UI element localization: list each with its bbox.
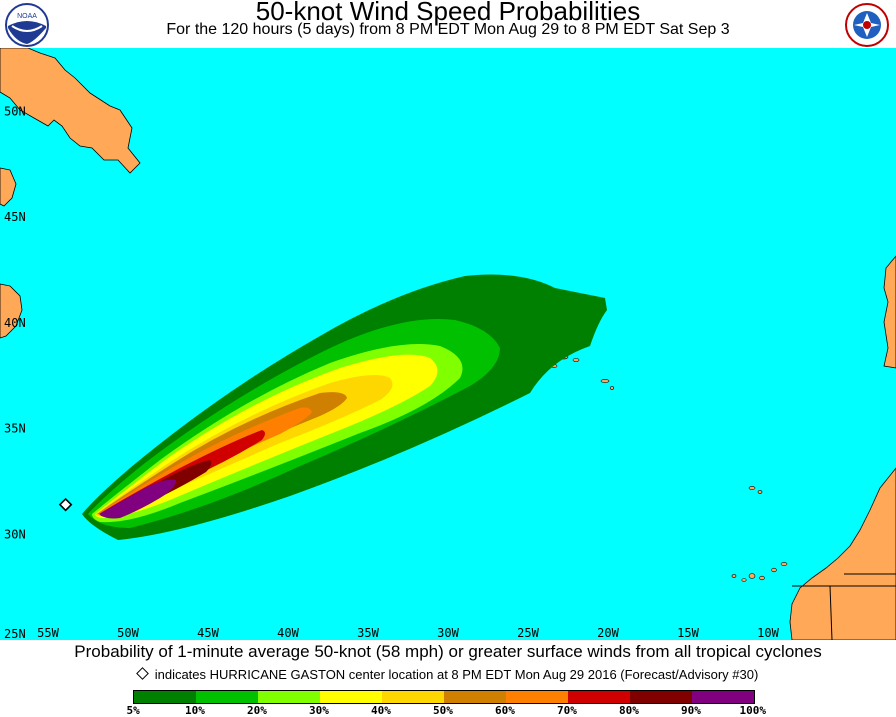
legend-label: 80% — [619, 704, 639, 717]
legend-label: 5% — [126, 704, 140, 717]
lat-label: 40N — [4, 316, 26, 330]
lon-label: 40W — [277, 626, 299, 640]
legend-swatch — [692, 691, 754, 703]
legend-swatch — [630, 691, 692, 703]
marker-note-text: indicates HURRICANE GASTON center locati… — [154, 667, 759, 682]
legend-swatch — [568, 691, 630, 703]
map-subtitle: For the 120 hours (5 days) from 8 PM EDT… — [166, 21, 730, 38]
legend-label: 10% — [185, 704, 205, 717]
probability-legend — [133, 690, 755, 704]
legend-swatch — [444, 691, 506, 703]
nws-logo-icon — [845, 3, 889, 47]
probability-map: 50N 45N 40N 35N 30N 25N 55W 50W 45W 40W 35W 30W 25W… — [0, 48, 896, 640]
legend-swatch — [320, 691, 382, 703]
lon-label: 45W — [197, 626, 219, 640]
country-borders — [792, 573, 896, 640]
lon-label: 55W — [37, 626, 59, 640]
lat-label: 25N — [4, 627, 26, 640]
storm-center-marker — [58, 497, 73, 512]
lon-label: 35W — [357, 626, 379, 640]
noaa-logo-icon: NOAA — [5, 3, 49, 47]
diamond-marker-icon — [135, 667, 149, 680]
lat-label: 30N — [4, 527, 26, 541]
legend-label: 30% — [309, 704, 329, 717]
lon-label: 25W — [517, 626, 539, 640]
legend-swatch — [258, 691, 320, 703]
marker-note: indicates HURRICANE GASTON center locati… — [0, 667, 896, 682]
legend-swatch — [506, 691, 568, 703]
lon-label: 30W — [437, 626, 459, 640]
lon-label: 10W — [757, 626, 779, 640]
legend-swatch — [196, 691, 258, 703]
longitude-labels: 55W 50W 45W 40W 35W 30W 25W 20W 15W 10W — [37, 626, 779, 640]
contour-90pct — [99, 479, 176, 519]
latitude-labels: 50N 45N 40N 35N 30N 25N — [4, 104, 26, 640]
land-newfoundland — [0, 48, 141, 339]
lat-label: 35N — [4, 422, 26, 436]
lon-label: 20W — [597, 626, 619, 640]
legend-label: 50% — [433, 704, 453, 717]
legend-swatch — [134, 691, 196, 703]
lat-label: 45N — [4, 210, 26, 224]
legend-label: 20% — [247, 704, 267, 717]
legend-label: 90% — [681, 704, 701, 717]
lon-label: 50W — [117, 626, 139, 640]
lat-label: 50N — [4, 104, 26, 118]
land-europe-africa — [789, 255, 896, 640]
probability-contours — [82, 274, 607, 540]
lon-label: 15W — [677, 626, 699, 640]
svg-text:NOAA: NOAA — [17, 13, 37, 20]
map-title: 50-knot Wind Speed Probabilities — [255, 0, 641, 26]
header: NOAA 50-knot Wind Speed Probabilities Fo… — [0, 0, 896, 48]
map-caption: Probability of 1-minute average 50-knot … — [74, 642, 822, 661]
legend-label: 60% — [495, 704, 515, 717]
legend-swatch — [382, 691, 444, 703]
legend-label: 100% — [739, 704, 767, 717]
legend-label: 40% — [371, 704, 391, 717]
legend-label: 70% — [557, 704, 577, 717]
